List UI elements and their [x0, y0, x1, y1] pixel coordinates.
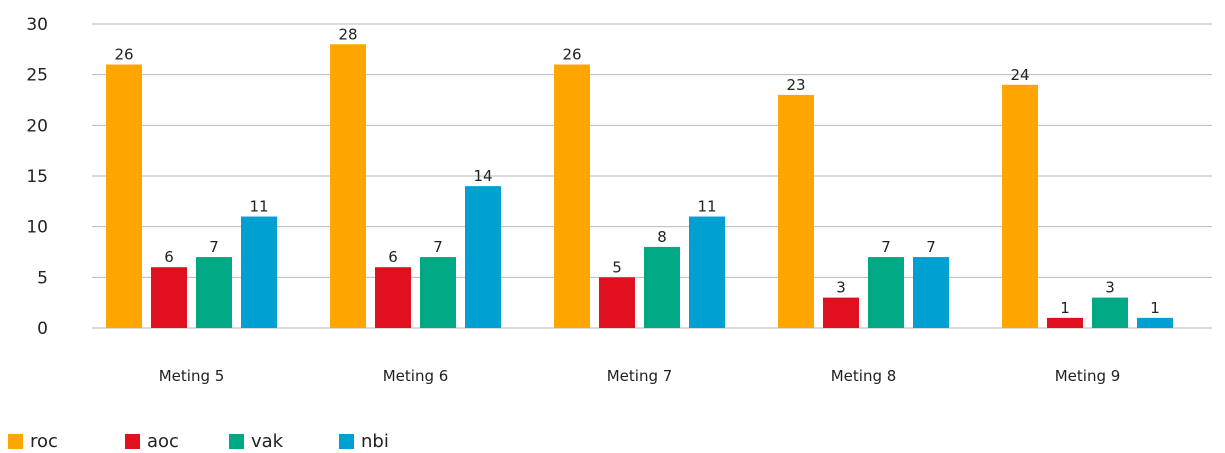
data-label-aoc-4: 3	[836, 279, 846, 297]
bar-nbi-5	[1137, 317, 1173, 328]
y-tick-label-25: 25	[26, 66, 48, 86]
grid-lines	[92, 23, 1212, 329]
data-label-nbi-5: 1	[1150, 299, 1160, 317]
bar-aoc-2	[375, 267, 411, 328]
bar-nbi-1	[241, 216, 277, 328]
legend-swatch-aoc	[125, 434, 140, 449]
bars	[106, 44, 1173, 329]
data-label-roc-4: 23	[786, 76, 805, 94]
data-label-vak-5: 3	[1105, 279, 1115, 297]
bar-aoc-4	[823, 297, 859, 328]
category-label-2: Meting 6	[383, 367, 449, 385]
bar-vak-4	[868, 257, 904, 328]
legend-swatch-roc	[8, 434, 23, 449]
legend-label-vak: vak	[251, 431, 284, 452]
data-label-vak-2: 7	[433, 238, 443, 256]
data-label-roc-5: 24	[1010, 66, 1029, 84]
legend-label-nbi: nbi	[361, 431, 389, 452]
y-tick-label-15: 15	[26, 167, 48, 187]
data-label-aoc-1: 6	[164, 248, 174, 266]
x-axis-categories: Meting 5 Meting 6 Meting 7 Meting 8 Meting 9	[159, 367, 1121, 385]
bar-nbi-4	[913, 257, 949, 328]
data-label-roc-2: 28	[338, 25, 357, 43]
data-label-vak-3: 8	[657, 228, 667, 246]
data-label-roc-3: 26	[562, 46, 581, 64]
bar-roc-5	[1002, 84, 1038, 328]
bar-roc-4	[778, 94, 814, 328]
y-tick-label-5: 5	[37, 268, 48, 288]
data-label-nbi-3: 11	[697, 198, 716, 216]
data-label-nbi-1: 11	[249, 198, 268, 216]
data-label-aoc-2: 6	[388, 248, 398, 266]
y-tick-label-10: 10	[26, 218, 48, 238]
y-tick-label-0: 0	[37, 319, 48, 339]
bar-nbi-3	[689, 216, 725, 328]
bar-vak-5	[1092, 297, 1128, 328]
y-tick-label-30: 30	[26, 15, 48, 35]
bar-vak-1	[196, 257, 232, 328]
category-label-1: Meting 5	[159, 367, 225, 385]
data-label-aoc-5: 1	[1060, 299, 1070, 317]
legend-swatch-nbi	[339, 434, 354, 449]
data-label-nbi-4: 7	[926, 238, 936, 256]
category-label-3: Meting 7	[607, 367, 673, 385]
data-labels: 26 6 7 11 28 6 7 14 26 5 8 11 23 3 7 7 24 1 3 1	[114, 25, 1159, 317]
data-label-nbi-2: 14	[473, 167, 492, 185]
data-label-roc-1: 26	[114, 46, 133, 64]
bar-roc-2	[330, 44, 366, 329]
y-tick-label-20: 20	[26, 116, 48, 136]
bar-aoc-3	[599, 277, 635, 328]
legend-label-roc: roc	[30, 431, 58, 452]
data-label-vak-4: 7	[881, 238, 891, 256]
data-label-aoc-3: 5	[612, 258, 622, 276]
legend-swatch-vak	[229, 434, 244, 449]
bar-roc-1	[106, 64, 142, 329]
legend: roc aoc vak nbi	[8, 431, 389, 452]
bar-aoc-5	[1047, 317, 1083, 328]
bar-roc-3	[554, 64, 590, 329]
bar-nbi-2	[465, 186, 501, 328]
category-label-5: Meting 9	[1055, 367, 1121, 385]
category-label-4: Meting 8	[831, 367, 897, 385]
bar-vak-3	[644, 246, 680, 328]
bar-aoc-1	[151, 267, 187, 328]
y-axis-ticks: 0 5 10 15 20 25 30	[26, 15, 48, 339]
bar-vak-2	[420, 257, 456, 328]
data-label-vak-1: 7	[209, 238, 219, 256]
legend-label-aoc: aoc	[147, 431, 179, 452]
